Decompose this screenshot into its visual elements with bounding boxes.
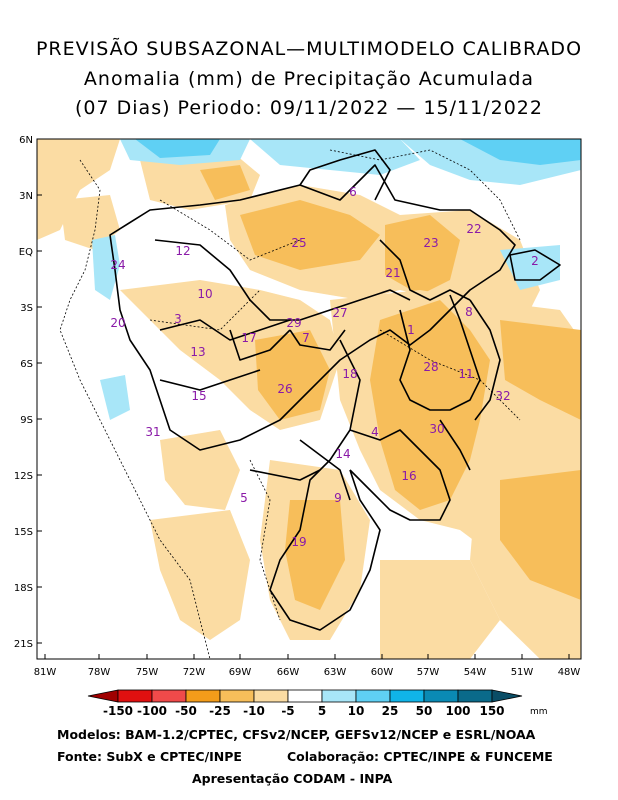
credit-source: Fonte: SubX e CPTEC/INPE <box>57 749 242 764</box>
basin-label: 25 <box>291 236 306 250</box>
legend-tick-label: 25 <box>382 704 399 718</box>
basin-label: 20 <box>110 316 125 330</box>
map-frame <box>36 138 582 660</box>
lon-tick-label: 54W <box>464 667 487 678</box>
basin-label: 2 <box>531 254 539 268</box>
basin-label: 19 <box>291 535 306 549</box>
legend-swatch <box>423 689 459 703</box>
basin-label: 5 <box>240 491 248 505</box>
legend-tick-label: -100 <box>137 704 167 718</box>
legend-tick-label: -5 <box>281 704 294 718</box>
legend-tick-label: 50 <box>416 704 433 718</box>
legend-tick-label: 150 <box>479 704 504 718</box>
legend-tick-label: -25 <box>209 704 231 718</box>
basin-label: 4 <box>371 425 379 439</box>
legend-tick-label: 5 <box>318 704 326 718</box>
map-title-line2: Anomalia (mm) de Precipitação Acumulada <box>83 68 535 90</box>
basin-label: 8 <box>465 305 473 319</box>
basin-label: 15 <box>191 389 206 403</box>
basin-label: 29 <box>286 316 301 330</box>
legend-swatch <box>219 689 255 703</box>
lat-tick-label: 9S <box>20 415 33 426</box>
basin-label: 28 <box>423 360 438 374</box>
credit-models: Modelos: BAM-1.2/CPTEC, CFSv2/NCEP, GEFS… <box>57 727 536 742</box>
lat-tick-label: 3S <box>20 303 33 314</box>
basin-boundaries <box>109 149 561 631</box>
basin-label: 7 <box>302 331 310 345</box>
legend-swatch <box>185 689 221 703</box>
credit-presentation: Apresentação CODAM - INPA <box>192 771 393 786</box>
credit-collaboration: Colaboração: CPTEC/INPE & FUNCEME <box>287 749 553 764</box>
lat-axis: 6N 3N EQ 3S 6S 9S 12S 15S 18S 21S <box>14 135 42 650</box>
lon-tick-label: 78W <box>88 667 111 678</box>
lat-tick-label: 12S <box>14 471 33 482</box>
legend-swatch <box>321 689 357 703</box>
basin-label: 30 <box>429 422 444 436</box>
basin-label: 24 <box>110 258 125 272</box>
basin-label: 13 <box>190 345 205 359</box>
basin-label: 31 <box>145 425 160 439</box>
basin-label: 11 <box>458 367 473 381</box>
color-legend: -150 -100 -50 -25 -10 -5 5 10 25 50 100 150 mm <box>87 689 548 718</box>
lon-tick-label: 51W <box>511 667 534 678</box>
legend-swatch <box>389 689 425 703</box>
legend-unit: mm <box>530 707 548 717</box>
legend-arrow-low <box>87 689 119 703</box>
lat-tick-label: 21S <box>14 639 33 650</box>
lat-tick-label: 3N <box>19 191 33 202</box>
basin-labels: 1234567891011121314151617181920212223242… <box>110 185 538 549</box>
lon-axis: 81W 78W 75W 72W 69W 66W 63W 60W 57W 54W 51W 48W <box>34 654 581 678</box>
lon-tick-label: 81W <box>34 667 57 678</box>
lon-tick-label: 69W <box>229 667 252 678</box>
basin-label: 22 <box>466 222 481 236</box>
lon-tick-label: 72W <box>183 667 206 678</box>
legend-swatch <box>151 689 187 703</box>
legend-tick-label: -10 <box>243 704 265 718</box>
lon-tick-label: 75W <box>136 667 159 678</box>
lon-tick-label: 60W <box>371 667 394 678</box>
basin-label: 17 <box>241 331 256 345</box>
legend-tick-label: -150 <box>103 704 133 718</box>
lon-tick-label: 63W <box>324 667 347 678</box>
lon-tick-label: 66W <box>277 667 300 678</box>
lat-tick-label: 18S <box>14 583 33 594</box>
basin-label: 23 <box>423 236 438 250</box>
basin-label: 6 <box>349 185 357 199</box>
legend-tick-label: 100 <box>445 704 470 718</box>
map-title-line1: PREVISÃO SUBSAZONAL—MULTIMODELO CALIBRAD… <box>35 38 583 60</box>
basin-label: 12 <box>175 244 190 258</box>
lat-tick-label: 15S <box>14 527 33 538</box>
basin-label: 1 <box>407 323 415 337</box>
basin-label: 16 <box>401 469 416 483</box>
basin-label: 10 <box>197 287 212 301</box>
basin-label: 32 <box>495 389 510 403</box>
legend-swatch <box>253 689 289 703</box>
lon-tick-label: 57W <box>417 667 440 678</box>
basin-label: 21 <box>385 266 400 280</box>
map-title-line3: (07 Dias) Periodo: 09/11/2022 — 15/11/20… <box>75 97 543 119</box>
legend-swatch <box>457 689 493 703</box>
legend-tick-label: -50 <box>175 704 197 718</box>
legend-swatch <box>355 689 391 703</box>
lat-tick-label: EQ <box>19 247 33 258</box>
lat-tick-label: 6N <box>19 135 33 146</box>
basin-label: 3 <box>174 312 182 326</box>
legend-swatch <box>117 689 153 703</box>
lon-tick-label: 48W <box>558 667 581 678</box>
basin-label: 14 <box>335 447 350 461</box>
basin-label: 27 <box>332 306 347 320</box>
lat-tick-label: 6S <box>20 359 33 370</box>
legend-swatch <box>287 689 323 703</box>
anomaly-field <box>37 139 581 659</box>
basin-label: 26 <box>277 382 292 396</box>
basin-label: 18 <box>342 367 357 381</box>
legend-arrow-high <box>491 689 523 703</box>
legend-tick-label: 10 <box>348 704 365 718</box>
basin-label: 9 <box>334 491 342 505</box>
